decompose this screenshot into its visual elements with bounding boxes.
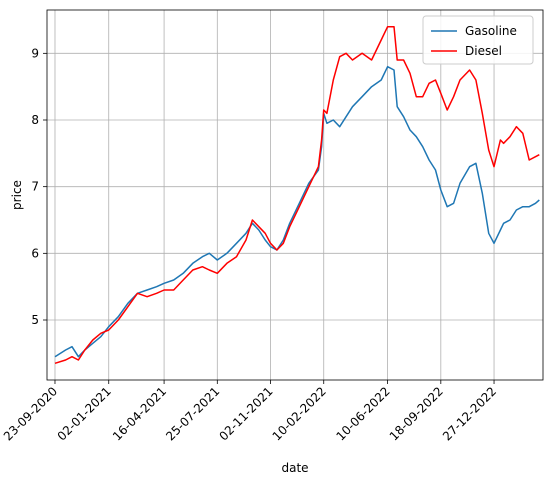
y-tick-label: 8 (31, 113, 39, 127)
x-tick-label: 02-01-2021 (55, 384, 114, 443)
legend-label-diesel: Diesel (465, 44, 502, 58)
x-tick-label: 10-06-2022 (334, 384, 393, 443)
y-tick-label: 5 (31, 313, 39, 327)
legend-box (422, 15, 534, 65)
y-tick-label: 9 (31, 46, 39, 60)
legend: Gasoline Diesel (422, 15, 534, 65)
y-tick-label: 7 (31, 180, 39, 194)
plot-frame (46, 9, 544, 381)
series-lines (54, 25, 540, 365)
x-axis-ticks: 23-09-202002-01-202116-04-202125-07-2021… (1, 380, 499, 443)
y-axis-label: price (10, 180, 24, 210)
series-line-diesel (54, 25, 540, 365)
x-tick-label: 02-11-2021 (216, 384, 275, 443)
y-tick-label: 6 (31, 246, 39, 260)
legend-label-gasoline: Gasoline (465, 24, 517, 38)
x-tick-label: 27-12-2022 (440, 384, 499, 443)
x-tick-label: 25-07-2021 (163, 384, 222, 443)
y-axis-ticks: 5 6 7 8 9 (31, 46, 47, 327)
grid-lines (47, 10, 543, 380)
x-tick-label: 10-02-2022 (270, 384, 329, 443)
x-tick-label: 23-09-2020 (1, 384, 60, 443)
x-tick-label: 18-09-2022 (387, 384, 446, 443)
x-tick-label: 16-04-2021 (110, 384, 169, 443)
x-axis-label: date (281, 461, 308, 475)
